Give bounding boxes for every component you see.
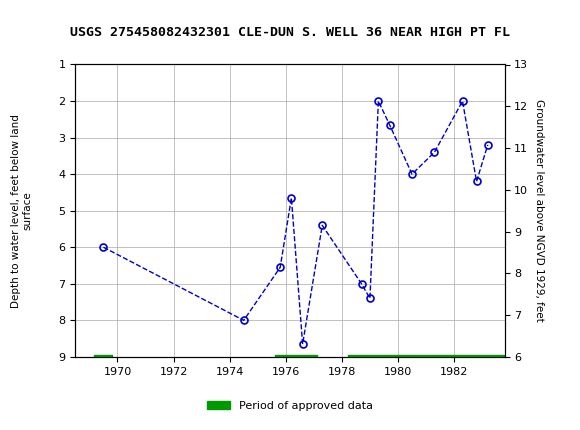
Y-axis label: Groundwater level above NGVD 1929, feet: Groundwater level above NGVD 1929, feet: [534, 99, 544, 322]
Legend: Period of approved data: Period of approved data: [203, 397, 377, 416]
Text: ≡USGS: ≡USGS: [9, 11, 67, 30]
Y-axis label: Depth to water level, feet below land
surface: Depth to water level, feet below land su…: [11, 114, 32, 307]
Text: USGS 275458082432301 CLE-DUN S. WELL 36 NEAR HIGH PT FL: USGS 275458082432301 CLE-DUN S. WELL 36 …: [70, 26, 510, 39]
